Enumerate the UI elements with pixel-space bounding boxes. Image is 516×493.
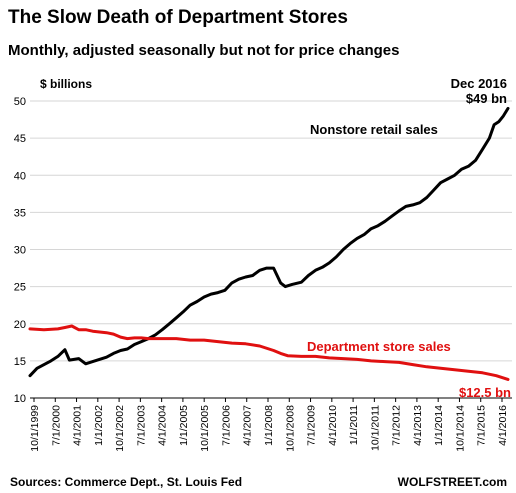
y-tick-label: 35 [14,207,26,219]
end-value-dept: $12.5 bn [459,385,511,400]
chart-title: The Slow Death of Department Stores [8,7,348,28]
x-tick-label: 7/1/2012 [391,405,403,446]
y-tick-label: 10 [14,393,26,405]
x-tick-label: 10/1/2002 [114,405,126,452]
y-tick-label: 45 [14,133,26,145]
x-tick-label: 7/1/2006 [220,405,232,446]
x-tick-label: 7/1/2000 [50,405,62,446]
dept-series-label: Department store sales [307,339,451,354]
y-tick-label: 25 [14,282,26,294]
gridlines [30,100,512,399]
dept-series-line [28,324,510,381]
x-tick-label: 7/1/2003 [135,405,147,446]
y-unit-label: $ billions [40,77,92,91]
x-tick-label: 7/1/2015 [476,405,488,446]
x-tick-label: 10/1/2008 [284,405,296,452]
x-tick-label: 4/1/2010 [327,405,339,446]
x-tick-label: 1/1/2011 [348,405,360,445]
x-tick-label: 4/1/2001 [72,405,84,446]
y-tick-label: 50 [14,96,26,108]
y-tick-label: 30 [14,245,26,257]
credit-note: WOLFSTREET.com [398,475,507,489]
x-tick-label: 1/1/2014 [433,405,445,446]
x-axis-ticks: 10/1/1999 7/1/2000 4/1/2001 1/1/2002 10/1/20… [29,398,509,452]
end-date-label: Dec 2016 [451,76,507,91]
x-tick-label: 4/1/2007 [242,405,254,446]
x-tick-label: 10/1/2014 [454,405,466,452]
x-tick-label: 10/1/1999 [29,405,41,452]
end-value-nonstore: $49 bn [466,91,507,106]
y-tick-label: 20 [14,319,26,331]
x-tick-label: 1/1/2002 [93,405,105,446]
x-tick-label: 4/1/2013 [412,405,424,446]
chart-subtitle: Monthly, adjusted seasonally but not for… [8,42,399,59]
nonstore-series-label: Nonstore retail sales [310,122,438,137]
y-axis-ticks: 10 15 20 25 30 35 40 45 50 [14,96,26,405]
x-tick-label: 10/1/2011 [369,405,381,451]
x-tick-label: 1/1/2008 [263,405,275,446]
source-note: Sources: Commerce Dept., St. Louis Fed [10,475,242,489]
series-lines [28,106,510,381]
x-tick-label: 4/1/2004 [157,405,169,446]
x-tick-label: 7/1/2009 [306,405,318,446]
y-tick-label: 15 [14,356,26,368]
y-tick-label: 40 [14,170,26,182]
x-tick-label: 10/1/2005 [199,405,211,452]
x-tick-label: 4/1/2016 [497,405,509,446]
x-tick-label: 1/1/2005 [178,405,190,446]
nonstore-series-line [28,106,510,378]
